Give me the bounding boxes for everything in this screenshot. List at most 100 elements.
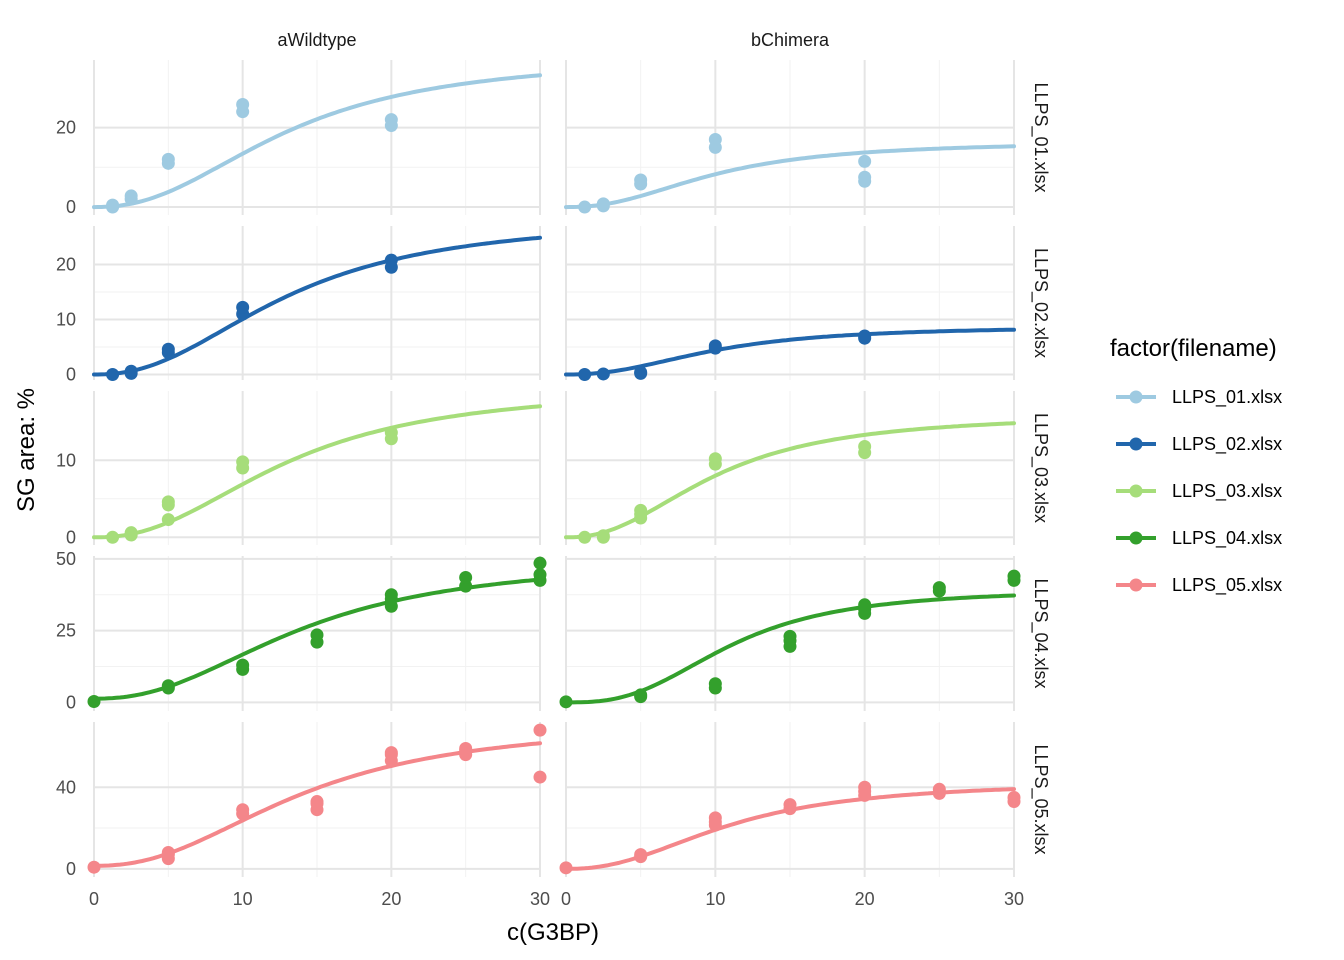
data-point	[858, 439, 872, 453]
x-tick-label: 10	[705, 889, 725, 909]
facet-strip-col-0: aWildtype	[277, 30, 356, 50]
data-point	[783, 629, 797, 643]
data-point	[384, 746, 398, 760]
data-point	[161, 152, 175, 166]
data-point	[634, 173, 648, 187]
legend-label: LLPS_05.xlsx	[1172, 575, 1282, 596]
panel-4-0	[87, 722, 547, 877]
data-point	[236, 300, 250, 314]
y-tick-label: 50	[56, 549, 76, 569]
data-point	[310, 795, 324, 809]
panel-4-1	[559, 722, 1021, 877]
x-tick-label: 0	[561, 889, 571, 909]
fit-line	[564, 144, 1016, 210]
legend-entries: LLPS_01.xlsx LLPS_02.xlsx LLPS_03.xlsx LLPS…	[1116, 387, 1282, 596]
data-point	[932, 782, 946, 796]
data-point	[1007, 790, 1021, 804]
data-point	[708, 677, 722, 691]
legend-entry: LLPS_05.xlsx	[1116, 575, 1282, 596]
data-point	[384, 113, 398, 127]
data-point	[634, 365, 648, 379]
y-tick-label: 40	[56, 777, 76, 797]
facet-strip-row-2: LLPS_03.xlsx	[1030, 413, 1051, 523]
facet-strip-col-1: bChimera	[751, 30, 830, 50]
legend-label: LLPS_04.xlsx	[1172, 528, 1282, 549]
data-point	[384, 426, 398, 440]
x-tick-label: 30	[530, 889, 550, 909]
data-point	[533, 556, 547, 570]
x-tick-label: 20	[855, 889, 875, 909]
x-tick-label: 10	[233, 889, 253, 909]
data-point	[596, 529, 610, 543]
panel-0-0	[92, 60, 542, 215]
panel-1-0	[92, 226, 542, 381]
data-point	[708, 452, 722, 466]
data-point	[161, 846, 175, 860]
y-tick-label: 0	[66, 527, 76, 547]
data-point	[161, 342, 175, 356]
panel-3-0	[87, 556, 547, 711]
panel-1-1	[564, 226, 1016, 381]
y-tick-label: 10	[56, 310, 76, 330]
data-point	[124, 364, 138, 378]
data-point	[161, 679, 175, 693]
y-tick-label: 20	[56, 118, 76, 138]
legend-title: factor(filename)	[1110, 335, 1277, 362]
y-tick-label: 10	[56, 450, 76, 470]
data-point	[106, 368, 120, 381]
data-point	[1007, 569, 1021, 583]
data-point	[634, 848, 648, 862]
data-point	[708, 132, 722, 146]
data-point	[124, 526, 138, 540]
data-point	[124, 189, 138, 203]
y-tick-label: 0	[66, 692, 76, 712]
data-point	[161, 513, 175, 527]
data-point	[106, 530, 120, 544]
legend-entry: LLPS_04.xlsx	[1116, 528, 1282, 549]
data-point	[161, 495, 175, 509]
data-point	[87, 860, 101, 874]
panel-2-0	[92, 391, 542, 545]
data-point	[596, 197, 610, 211]
legend-entry: LLPS_01.xlsx	[1116, 387, 1282, 408]
legend-entry: LLPS_02.xlsx	[1116, 434, 1282, 455]
x-tick-label: 0	[89, 889, 99, 909]
data-point	[708, 339, 722, 353]
panel-2-1	[564, 391, 1016, 545]
y-axis-title: SG area: %	[13, 388, 40, 512]
legend-key-point	[1129, 484, 1143, 498]
legend-label: LLPS_02.xlsx	[1172, 434, 1282, 455]
data-point	[578, 530, 592, 544]
panels-layer	[87, 60, 1021, 877]
data-point	[634, 688, 648, 702]
data-point	[459, 571, 473, 585]
data-point	[236, 455, 250, 469]
data-point	[533, 723, 547, 737]
data-point	[634, 503, 648, 517]
data-point	[236, 658, 250, 672]
data-point	[559, 695, 573, 709]
data-point	[384, 588, 398, 602]
x-tick-label: 30	[1004, 889, 1024, 909]
y-tick-label: 25	[56, 621, 76, 641]
legend-key-point	[1129, 437, 1143, 451]
legend-entry: LLPS_03.xlsx	[1116, 481, 1282, 502]
data-point	[236, 98, 250, 112]
panel-0-1	[564, 60, 1016, 215]
data-point	[578, 368, 592, 381]
data-point	[533, 770, 547, 784]
y-tick-label: 0	[66, 197, 76, 217]
data-point	[858, 329, 872, 343]
data-point	[596, 367, 610, 381]
legend-label: LLPS_01.xlsx	[1172, 387, 1282, 408]
legend: factor(filename) LLPS_01.xlsx LLPS_02.xls…	[1110, 335, 1282, 596]
y-tick-label: 0	[66, 365, 76, 385]
data-point	[310, 628, 324, 642]
panel-3-1	[559, 556, 1021, 711]
y-tick-label: 0	[66, 859, 76, 879]
data-point	[932, 581, 946, 595]
data-point	[459, 742, 473, 756]
data-point	[236, 803, 250, 817]
data-point	[858, 598, 872, 612]
legend-key-point	[1129, 390, 1143, 404]
